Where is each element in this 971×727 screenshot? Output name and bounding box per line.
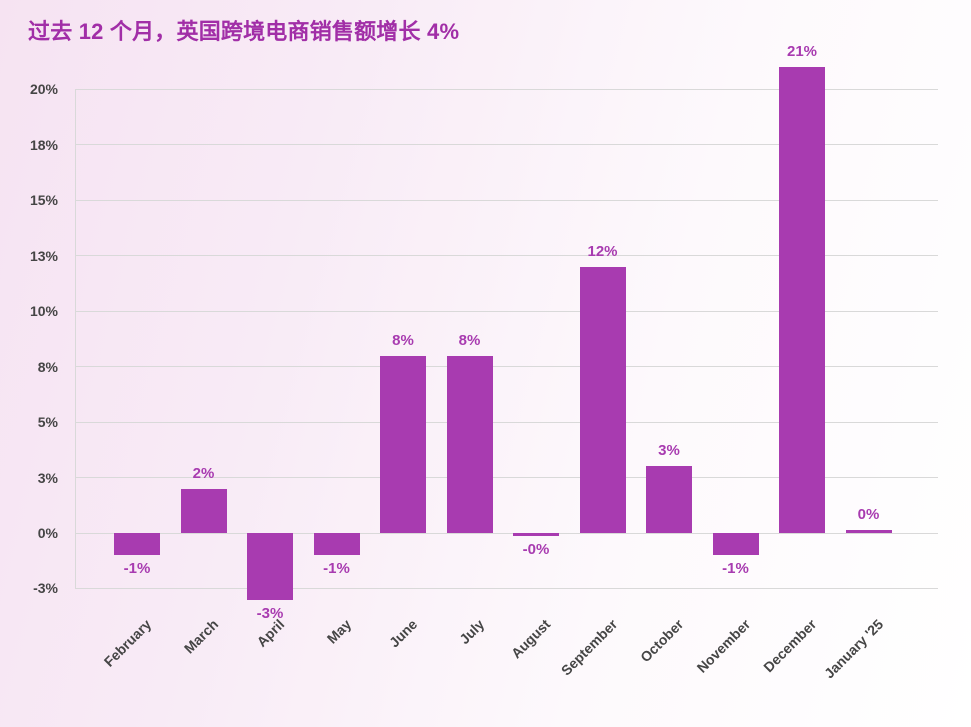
bar-value-label: -1% — [123, 560, 151, 578]
bar — [313, 533, 360, 556]
y-axis-tick-label: 18% — [29, 136, 58, 153]
bar-value-label: -3% — [256, 604, 284, 622]
bar — [446, 355, 493, 533]
bar-value-label: 12% — [587, 242, 618, 260]
gridline — [75, 255, 938, 257]
y-axis-tick-label: 8% — [37, 358, 58, 375]
gridline — [75, 532, 938, 534]
bar — [114, 533, 160, 556]
y-axis-tick-label: 0% — [37, 525, 58, 541]
y-axis-tick-label: 13% — [29, 247, 58, 264]
bar-value-label: -1% — [722, 560, 749, 578]
chart-title: 过去 12 个月，英国跨境电商销售额增长 4% — [28, 19, 460, 44]
bar — [380, 355, 426, 533]
bar — [779, 67, 825, 533]
y-axis-tick-label: 20% — [29, 81, 58, 98]
y-axis-tick-label: 3% — [37, 469, 58, 486]
gridline — [75, 587, 938, 589]
bar-value-label: -0% — [522, 541, 550, 558]
bar — [513, 533, 559, 536]
y-axis-line — [75, 89, 76, 588]
bar — [712, 533, 759, 556]
bar — [180, 488, 227, 533]
gridline — [75, 366, 938, 368]
bar — [247, 533, 293, 600]
gridline — [75, 477, 938, 479]
bar-value-label: 0% — [857, 506, 880, 523]
y-axis-tick-label: 10% — [29, 303, 58, 320]
bar-value-label: 21% — [786, 43, 818, 61]
y-axis-tick-label: -3% — [33, 580, 58, 597]
bar-value-label: 3% — [658, 442, 680, 460]
gridline — [75, 199, 938, 201]
bar — [646, 466, 692, 533]
bar — [845, 530, 892, 533]
y-axis-tick-label: 5% — [37, 414, 58, 431]
gridline — [75, 310, 938, 312]
gridline — [75, 421, 938, 423]
bar-value-label: 8% — [392, 331, 414, 349]
bar-value-label: 8% — [458, 331, 481, 349]
bar — [579, 266, 626, 533]
y-axis-tick-label: 15% — [29, 192, 58, 209]
gridline — [75, 144, 938, 146]
bar-value-label: 2% — [192, 464, 215, 482]
bar-value-label: -1% — [323, 560, 350, 578]
gridline — [75, 88, 938, 90]
